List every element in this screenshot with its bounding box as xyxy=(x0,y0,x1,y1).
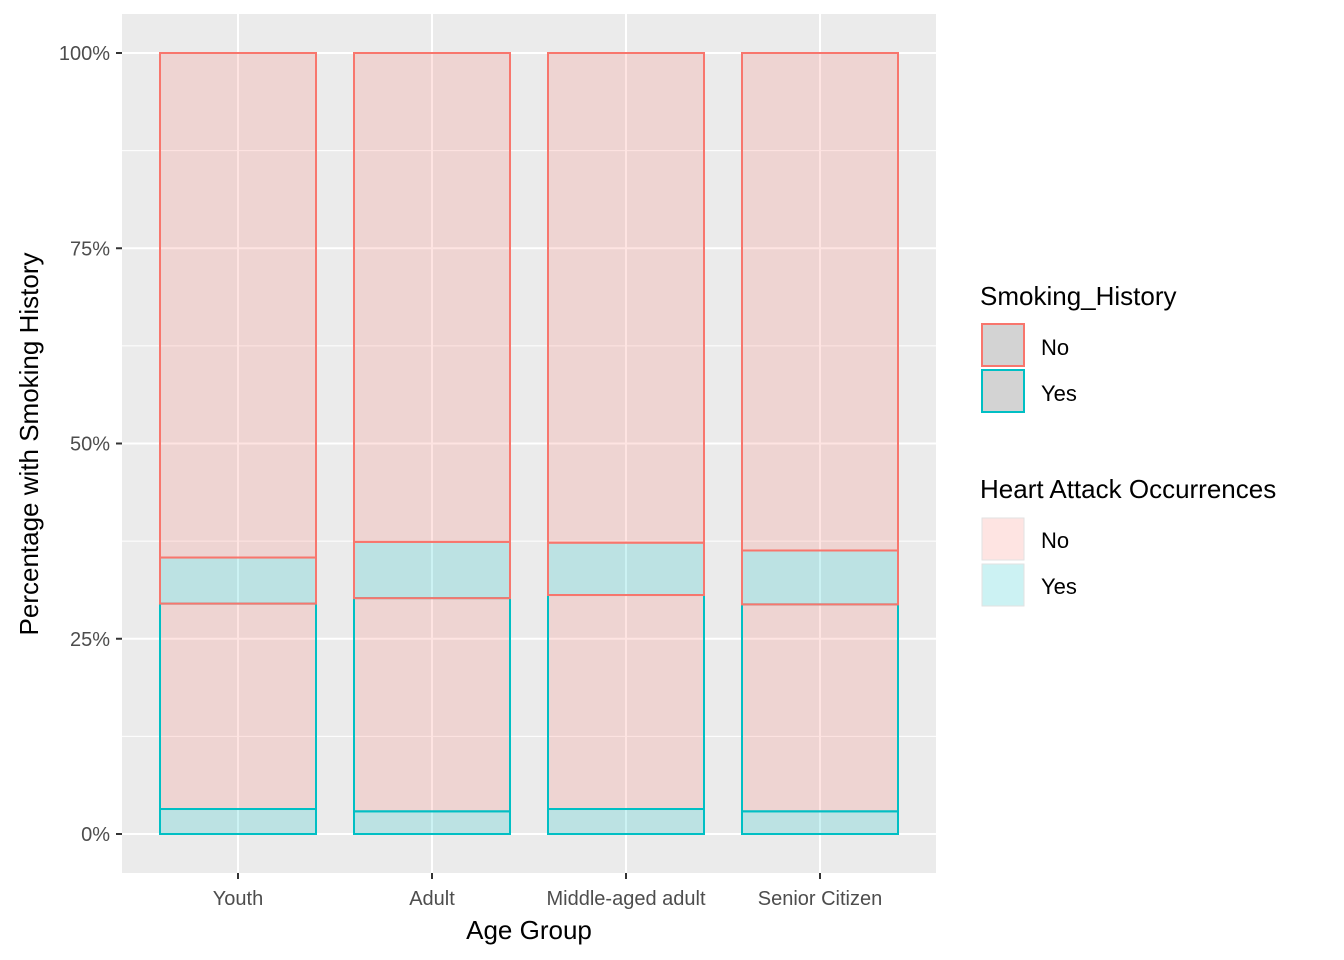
bar-stack xyxy=(547,52,705,835)
bars xyxy=(159,52,899,836)
bar-segment xyxy=(741,52,899,552)
x-tick-label: Youth xyxy=(213,888,263,910)
bar-stack xyxy=(353,52,511,836)
x-axis: Youth Adult Middle-aged adult Senior Citize… xyxy=(213,873,882,910)
legend-label-heart-no: No xyxy=(1041,528,1069,553)
bar-segment xyxy=(741,549,899,606)
bar-stack xyxy=(741,52,899,836)
legend-label-heart-yes: Yes xyxy=(1041,574,1077,599)
legend-label-smoking-yes: Yes xyxy=(1041,381,1077,406)
bar-segment xyxy=(741,810,899,836)
bar-segment xyxy=(159,556,317,605)
x-tick-label: Middle-aged adult xyxy=(547,888,706,910)
y-tick-label: 0% xyxy=(81,824,110,846)
y-tick-label: 50% xyxy=(70,434,110,456)
y-axis: 0% 25% 50% 75% 100% xyxy=(59,43,122,846)
legend-key-smoking-no xyxy=(981,323,1025,367)
x-tick-label: Adult xyxy=(409,888,455,910)
bar-segment xyxy=(547,594,705,811)
y-tick-label: 25% xyxy=(70,629,110,651)
bar-segment xyxy=(547,52,705,544)
y-tick-label: 75% xyxy=(70,238,110,260)
y-axis-title: Percentage with Smoking History xyxy=(14,253,44,636)
legend-label-smoking-no: No xyxy=(1041,335,1069,360)
bar-segment xyxy=(741,603,899,813)
bar-segment xyxy=(159,52,317,559)
bar-segment xyxy=(159,808,317,835)
x-tick-label: Senior Citizen xyxy=(758,888,883,910)
x-axis-title: Age Group xyxy=(466,915,592,945)
legend-key-heart-no xyxy=(981,517,1025,561)
bar-segment xyxy=(353,597,511,813)
bar-stack xyxy=(159,52,317,835)
bar-segment xyxy=(547,541,705,597)
bar-segment xyxy=(159,602,317,811)
legend-key-smoking-yes xyxy=(981,369,1025,413)
bar-segment xyxy=(353,52,511,543)
legend-title-smoking-history: Smoking_History xyxy=(980,281,1177,311)
bar-segment xyxy=(353,540,511,600)
legend-heart-attack: Heart Attack Occurrences No Yes xyxy=(980,474,1276,607)
legend-key-heart-yes xyxy=(981,563,1025,607)
bar-segment xyxy=(547,808,705,835)
legend-title-heart-attack: Heart Attack Occurrences xyxy=(980,474,1276,504)
legend-smoking-history: Smoking_History No Yes xyxy=(980,281,1177,413)
y-tick-label: 100% xyxy=(59,43,110,65)
legend: Smoking_History No Yes Heart Attack Occu… xyxy=(980,281,1276,607)
bar-segment xyxy=(353,810,511,836)
